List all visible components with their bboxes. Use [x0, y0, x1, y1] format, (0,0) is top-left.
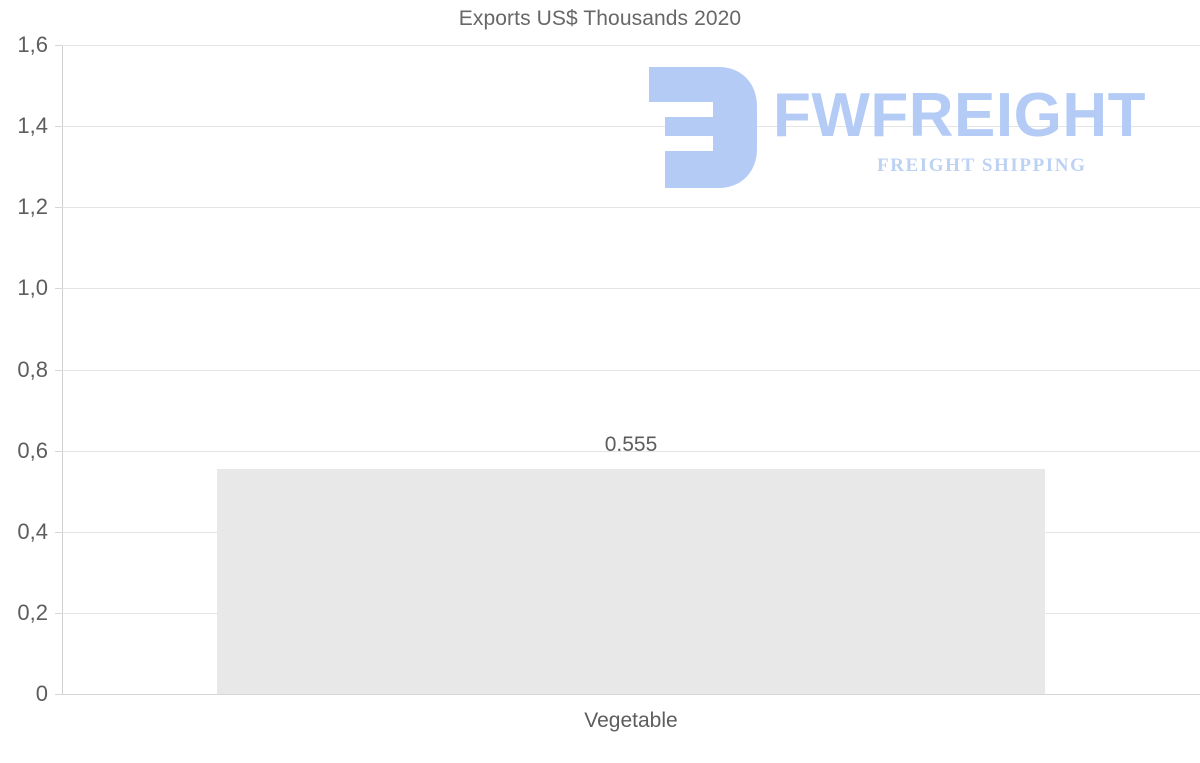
y-axis-tick — [55, 531, 62, 533]
y-axis-label: 0,8 — [17, 356, 48, 382]
y-axis-label: 1,6 — [17, 32, 48, 57]
y-axis-tick — [55, 450, 62, 452]
y-axis-tick — [55, 694, 62, 695]
y-axis-label: 1,4 — [17, 113, 48, 139]
chart-title: Exports US$ Thousands 2020 — [458, 7, 742, 30]
gridline — [62, 694, 1200, 695]
gridline — [62, 45, 1200, 46]
gridline — [62, 450, 1200, 452]
y-axis-label: 0,6 — [17, 437, 48, 463]
y-axis-label: 0,2 — [17, 599, 48, 625]
gridline — [62, 288, 1200, 290]
y-axis-tick — [55, 45, 62, 46]
bar[interactable] — [217, 468, 1045, 694]
y-axis-tick — [55, 126, 62, 128]
gridline — [62, 369, 1200, 371]
y-axis-label: 0 — [35, 681, 48, 706]
y-axis-tick — [55, 207, 62, 209]
y-axis-label: 1,2 — [17, 194, 48, 220]
y-axis-label: 1,0 — [17, 275, 48, 301]
bar-value-label: 0.555 — [604, 432, 658, 456]
y-axis-tick — [55, 369, 62, 371]
y-axis-label: 0,4 — [17, 518, 48, 544]
x-axis-label: Vegetable — [584, 709, 678, 732]
gridline — [62, 126, 1200, 128]
gridline — [62, 207, 1200, 209]
y-axis-tick — [55, 288, 62, 290]
y-axis-tick — [55, 612, 62, 614]
